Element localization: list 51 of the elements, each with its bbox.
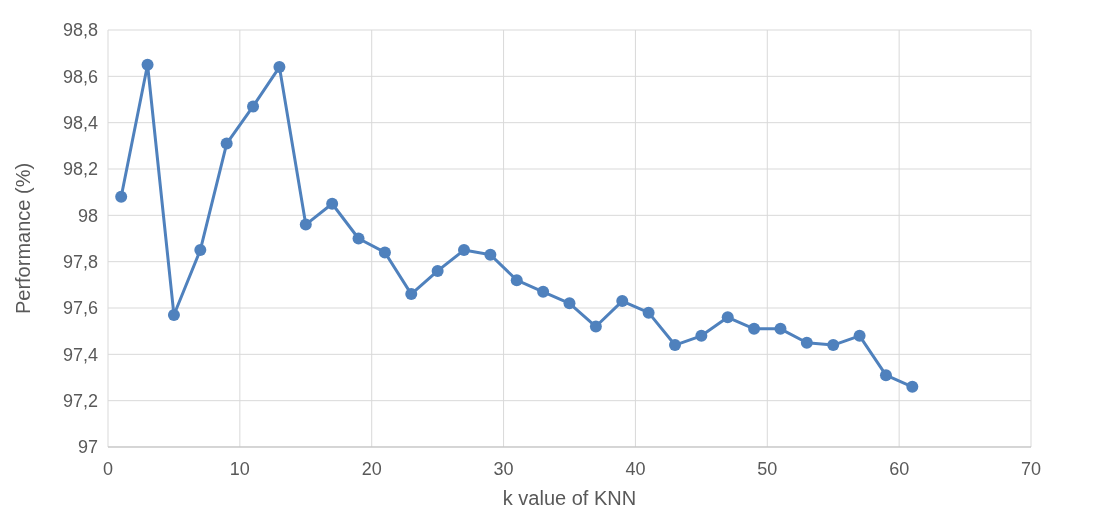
point <box>273 61 286 74</box>
y-tick-label: 97,8 <box>62 251 98 272</box>
point <box>563 297 576 310</box>
point <box>352 232 365 245</box>
point <box>510 274 523 287</box>
x-tick-label: 40 <box>625 459 646 479</box>
point <box>458 244 471 257</box>
point <box>668 339 681 352</box>
y-tick-label: 97 <box>77 437 98 458</box>
point <box>853 329 866 342</box>
point <box>748 322 761 335</box>
point <box>774 322 787 335</box>
x-tick-label: 60 <box>889 459 910 479</box>
point <box>299 218 312 231</box>
point <box>141 58 154 71</box>
point <box>194 244 207 257</box>
y-tick-label: 98,4 <box>62 112 98 133</box>
point <box>537 285 550 298</box>
y-tick-label: 98,2 <box>62 159 98 180</box>
y-tick-label: 97,2 <box>62 390 98 411</box>
point <box>616 295 629 308</box>
point <box>431 264 444 277</box>
point <box>326 197 339 210</box>
x-tick-label: 30 <box>493 459 514 479</box>
y-tick-label: 97,4 <box>62 344 98 365</box>
point <box>247 100 260 113</box>
point <box>642 306 655 319</box>
y-tick-label: 98,6 <box>62 66 98 87</box>
x-tick-label: 0 <box>102 459 114 479</box>
point <box>484 248 497 261</box>
point <box>800 336 813 349</box>
point <box>220 137 233 150</box>
point <box>827 339 840 352</box>
x-tick-label: 50 <box>757 459 778 479</box>
x-tick-label: 10 <box>229 459 250 479</box>
point <box>695 329 708 342</box>
point <box>879 369 892 382</box>
point <box>405 288 418 301</box>
y-tick-label: 98 <box>77 205 98 226</box>
x-axis-title: k value of KNN <box>502 487 637 509</box>
point <box>167 308 180 321</box>
point <box>378 246 391 259</box>
x-tick-label: 20 <box>361 459 382 479</box>
point <box>589 320 602 333</box>
point <box>721 311 734 324</box>
y-axis-title: Performance (%) <box>12 162 34 315</box>
point <box>906 380 919 393</box>
y-tick-label: 98,8 <box>62 20 98 41</box>
x-tick-label: 70 <box>1020 459 1042 479</box>
point <box>115 190 128 203</box>
y-tick-label: 97,6 <box>62 298 98 319</box>
